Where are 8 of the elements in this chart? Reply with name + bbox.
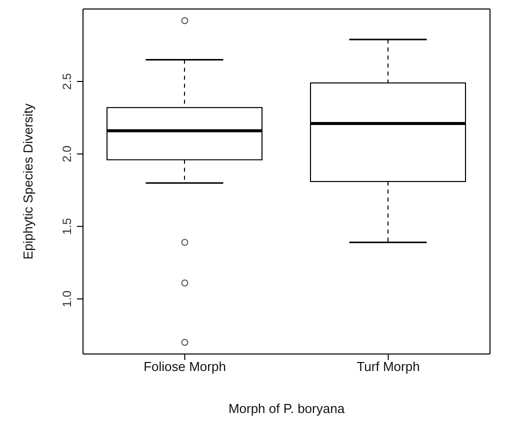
x-tick-label: Turf Morph xyxy=(356,359,420,374)
x-axis-title: Morph of P. boryana xyxy=(228,401,346,416)
y-axis-title: Epiphytic Species Diversity xyxy=(20,102,36,260)
y-tick-label: 1.0 xyxy=(60,290,74,308)
y-tick-label: 2.5 xyxy=(60,72,74,90)
x-tick-label: Foliose Morph xyxy=(144,359,226,374)
y-tick-label: 2.0 xyxy=(60,145,74,162)
y-tick-label: 1.5 xyxy=(60,218,74,235)
